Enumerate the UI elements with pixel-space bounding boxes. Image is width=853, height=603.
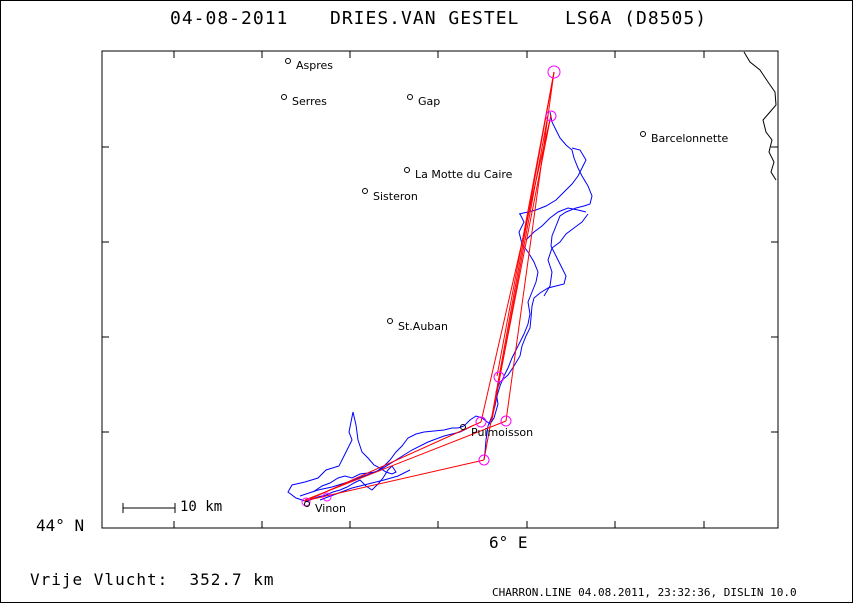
- longitude-label: 6° E: [489, 533, 528, 552]
- glider-type: LS6A (D8505): [565, 8, 708, 29]
- turnpoint-marker: [475, 416, 487, 428]
- credit-line: CHARRON.LINE 04.08.2011, 23:32:36, DISLI…: [492, 586, 797, 599]
- town-label-sisteron: Sisteron: [373, 190, 418, 203]
- town-markers: Aspres Serres Gap Barcelonnette La Motte…: [281, 58, 729, 515]
- turnpoint-marker: [493, 371, 505, 383]
- town-label-serres: Serres: [292, 95, 327, 108]
- border-line: [743, 51, 777, 181]
- town-marker: [387, 318, 393, 324]
- distance-caption: Vrije Vlucht:: [30, 570, 169, 589]
- town-marker: [404, 167, 410, 173]
- turnpoint-marker: [547, 65, 561, 79]
- distance-summary: Vrije Vlucht: 352.7 km: [30, 570, 275, 589]
- town-marker: [460, 424, 466, 430]
- town-marker: [285, 58, 291, 64]
- pilot-name: DRIES.VAN GESTEL: [330, 8, 520, 29]
- map-ticks: [102, 51, 778, 528]
- turnpoint-marker: [478, 454, 490, 466]
- flight-date: 04-08-2011: [170, 8, 289, 29]
- town-label-aspres: Aspres: [296, 59, 333, 72]
- town-marker: [304, 501, 310, 507]
- town-marker: [407, 94, 413, 100]
- latitude-label: 44° N: [36, 516, 85, 535]
- distance-value: 352.7 km: [189, 570, 275, 589]
- turnpoint-marker: [322, 492, 332, 502]
- map-border: [101, 50, 779, 529]
- turnpoint-marker: [500, 415, 512, 427]
- town-label-la-motte: La Motte du Caire: [415, 168, 513, 181]
- town-marker: [281, 94, 287, 100]
- scale-label: 10 km: [180, 499, 223, 515]
- town-label-barcelonnette: Barcelonnette: [651, 132, 729, 145]
- turnpoint-marker: [545, 110, 557, 122]
- task-legs: [303, 71, 555, 502]
- turnpoints: [301, 65, 561, 507]
- town-label-vinon: Vinon: [315, 502, 346, 515]
- town-marker: [362, 188, 368, 194]
- town-marker: [640, 131, 646, 137]
- flight-header: 04-08-2011 DRIES.VAN GESTEL LS6A (D8505): [0, 8, 853, 32]
- town-label-st-auban: St.Auban: [398, 320, 448, 333]
- scale-bar: [122, 503, 176, 513]
- town-label-gap: Gap: [418, 95, 440, 108]
- town-label-puimoisson: Puimoisson: [471, 426, 533, 439]
